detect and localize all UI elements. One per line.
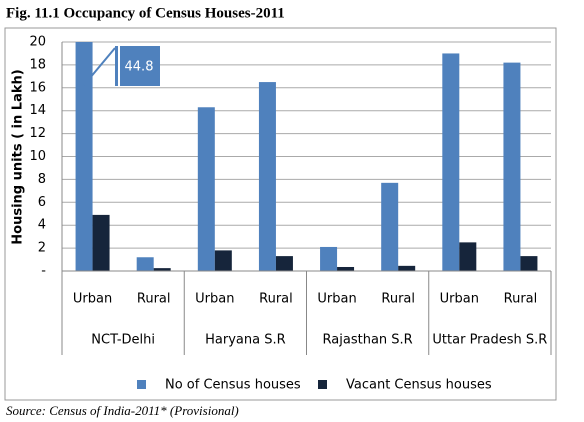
y-axis-label: Housing units ( in Lakh) [11,69,26,244]
y-tick-label: 20 [29,35,46,50]
bar [275,256,293,271]
data-label: 44.8 [125,60,154,75]
callout-line [83,47,116,86]
x-tick-label: Urban [440,292,479,307]
bar [337,266,355,271]
group-label: Rajasthan S.R [323,333,413,348]
x-tick-label: Rural [259,292,293,307]
y-tick-label: 8 [38,172,46,187]
bar [503,62,521,271]
x-tick-label: Urban [195,292,234,307]
x-tick-label: Rural [504,292,538,307]
bar [214,250,232,271]
bar [197,107,215,271]
source: Source: Census of India-2011* (Provision… [6,403,239,418]
chart-title: Fig. 11.1 Occupancy of Census Houses-201… [6,5,285,21]
y-tick-label: 16 [29,80,46,95]
y-tick-label: 4 [38,218,46,233]
group-label: Uttar Pradesh S.R [432,333,547,348]
y-tick-label: 12 [29,126,46,141]
bar [398,265,416,271]
x-tick-label: Rural [137,292,171,307]
bar [520,256,538,271]
bar [258,82,276,271]
bar [442,53,460,271]
y-tick-label: 10 [29,149,46,164]
callout-box [115,46,160,86]
bar [320,246,338,271]
group-label: Haryana S.R [205,333,286,348]
bar [92,214,110,271]
x-tick-label: Rural [381,292,415,307]
legend-label: No of Census houses [165,378,301,393]
bars [75,42,538,271]
bar [136,257,154,271]
bar [381,182,399,271]
group-label: NCT-Delhi [91,333,155,348]
legend-label: Vacant Census houses [346,378,492,393]
bar [153,268,171,271]
legend-swatch [137,380,146,389]
y-tick-label: - [41,264,46,279]
y-tick-label: 2 [38,241,46,256]
chart-border [4,27,557,401]
legend-swatch [318,380,327,389]
y-tick-label: 14 [29,103,46,118]
x-tick-label: Urban [73,292,112,307]
bar [75,42,93,271]
y-tick-label: 6 [38,195,46,210]
bar [459,242,477,271]
y-tick-label: 18 [29,57,46,72]
x-tick-label: Urban [317,292,356,307]
